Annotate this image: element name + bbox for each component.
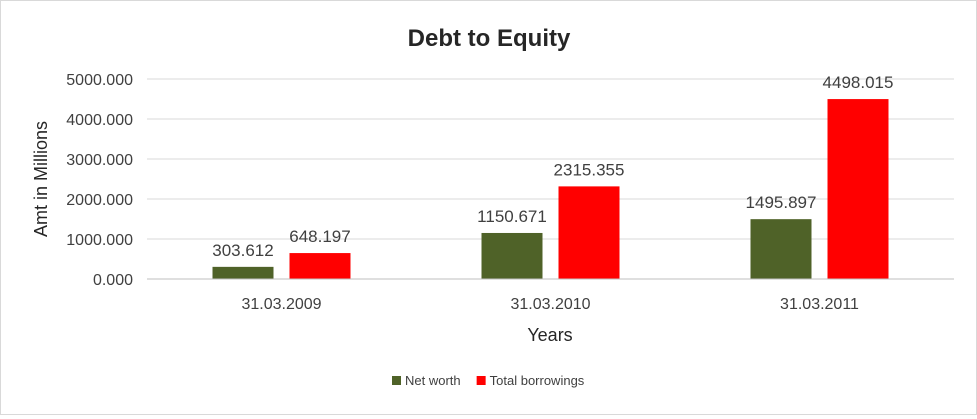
legend: Net worth Total borrowings [392,373,585,388]
bar-total-borrowings [558,186,620,279]
legend-label: Net worth [405,373,461,388]
bar-total-borrowings [827,99,889,279]
bar-net-worth [481,232,543,279]
y-tick-label: 2000.000 [66,192,133,209]
legend-swatch [392,376,401,385]
y-tick-label: 0.000 [93,272,133,289]
bar-net-worth [750,219,812,279]
y-tick-label: 5000.000 [66,72,133,89]
legend-swatch [476,376,486,385]
x-axis-title: Years [527,325,572,345]
data-label: 648.197 [289,227,350,246]
legend-label: Total borrowings [490,373,585,388]
data-labels: 303.612 648.197 1150.671 2315.355 1495.897 44… [212,73,893,260]
x-tick-label: 31.03.2010 [510,296,590,313]
x-tick-label: 31.03.2011 [780,296,859,313]
bar-total-borrowings [289,253,351,279]
y-tick-label: 4000.000 [66,112,133,129]
y-axis-title: Amt in Millions [31,121,51,237]
data-label: 2315.355 [554,160,625,179]
bar-net-worth [212,266,274,279]
y-tick-label: 1000.000 [66,232,133,249]
y-axis-ticks: 0.000 1000.000 2000.000 3000.000 4000.000 500… [66,72,133,289]
y-tick-label: 3000.000 [66,152,133,169]
x-axis-ticks: 31.03.2009 31.03.2010 31.03.2011 [241,296,859,313]
data-label: 1495.897 [746,193,817,212]
legend-item: Net worth [392,373,461,388]
x-tick-label: 31.03.2009 [241,296,321,313]
legend-item: Total borrowings [476,373,585,388]
data-label: 303.612 [212,241,273,260]
chart-title: Debt to Equity [408,25,571,52]
bars [212,99,889,279]
gridlines [147,78,954,240]
data-label: 4498.015 [823,73,894,92]
data-label: 1150.671 [477,207,547,226]
